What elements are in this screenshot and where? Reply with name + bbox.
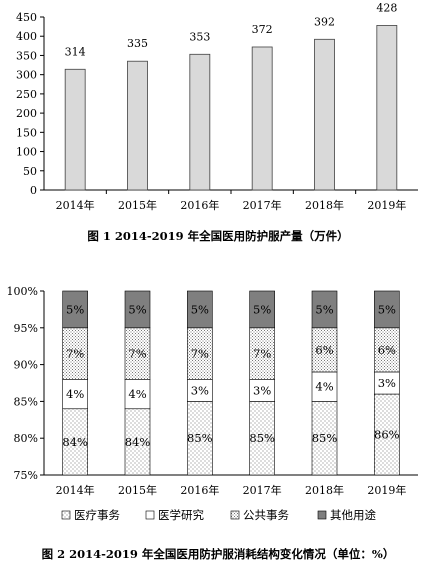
segment-label: 5%: [378, 302, 396, 316]
segment-label: 84%: [125, 435, 151, 449]
stack-segment: [311, 371, 338, 402]
x-tick-label: 2017年: [243, 483, 282, 497]
stack-segment: [311, 290, 338, 329]
production-chart-svg: 0 50 100 150 200 250 300 350 400 450 314 2014年 335 20…: [16, 1, 418, 212]
y-tick-label: 80%: [14, 432, 38, 445]
data-label: 314: [65, 45, 86, 58]
x-tick-label: 2014年: [56, 198, 95, 212]
bar: [376, 25, 398, 191]
y-tick-label: 450: [16, 11, 37, 24]
legend-swatch: [145, 510, 155, 520]
legend-label: 医疗事务: [74, 508, 120, 522]
stack-segment: [311, 327, 338, 373]
segment-label: 5%: [253, 302, 271, 316]
segment-label: 7%: [66, 347, 84, 361]
legend-swatch: [230, 510, 240, 520]
x-tick-label: 2018年: [305, 483, 344, 497]
bar: [251, 46, 273, 191]
segment-label: 7%: [128, 347, 146, 361]
y-tick-label: 200: [16, 107, 37, 120]
y-tick-label: 85%: [14, 395, 38, 408]
segment-label: 84%: [62, 435, 88, 449]
segment-label: 5%: [191, 302, 209, 316]
data-label: 392: [314, 15, 335, 28]
x-tick-label: 2014年: [56, 483, 95, 497]
segment-label: 86%: [374, 428, 400, 442]
y-tick-label: 100: [16, 146, 37, 159]
legend-label: 其他用途: [330, 508, 376, 522]
y-tick-label: 400: [16, 30, 37, 43]
consumption-structure-svg: 75% 80% 85% 90% 95% 100% 84% 4% 7% 5% 2014年 84% 4% 7%…: [7, 285, 418, 522]
legend-label: 公共事务: [243, 508, 289, 522]
stack-segment: [124, 290, 151, 329]
stack-segment: [187, 401, 213, 476]
x-tick-label: 2016年: [180, 198, 219, 212]
stack-segment: [249, 401, 275, 476]
stack-segment: [249, 290, 275, 329]
legend-swatch: [317, 510, 327, 520]
segment-label: 6%: [378, 343, 396, 357]
data-label: 372: [252, 23, 273, 36]
stack-segment: [374, 393, 400, 476]
segment-label: 3%: [253, 383, 271, 397]
x-tick-label: 2019年: [367, 483, 406, 497]
data-label: 428: [376, 1, 397, 14]
y-tick-label: 350: [16, 49, 37, 62]
stack-segment: [374, 290, 400, 329]
stack-segment: [62, 379, 88, 410]
y-tick-label: 150: [16, 126, 37, 139]
x-tick-label: 2016年: [180, 483, 219, 497]
segment-label: 4%: [315, 380, 333, 394]
y-tick-label: 0: [30, 184, 37, 197]
segment-label: 85%: [312, 431, 338, 445]
segment-label: 85%: [249, 431, 275, 445]
segment-label: 7%: [191, 347, 209, 361]
y-tick-label: 300: [16, 69, 37, 82]
segment-label: 7%: [253, 347, 271, 361]
segment-label: 5%: [315, 302, 333, 316]
chart1-caption: 图 1 2014-2019 年全国医用防护服产量（万件）: [87, 229, 349, 243]
segment-label: 6%: [315, 343, 333, 357]
bar: [127, 60, 148, 191]
y-tick-label: 250: [16, 88, 37, 101]
stack-segment: [311, 401, 338, 476]
legend-swatch: [61, 510, 71, 520]
x-tick-label: 2018年: [305, 198, 344, 212]
y-tick-label: 90%: [14, 359, 38, 372]
production-chart: 0 50 100 150 200 250 300 350 400 450 314 2014年 335 20…: [0, 0, 436, 250]
stack-segment: [249, 327, 275, 380]
segment-label: 5%: [128, 302, 146, 316]
stack-segment: [62, 327, 88, 380]
stack-segment: [374, 327, 400, 373]
x-tick-label: 2015年: [118, 198, 157, 212]
y-tick-label: 50: [23, 165, 37, 178]
stack-segment: [62, 290, 88, 329]
data-label: 335: [127, 37, 148, 50]
chart2-caption: 图 2 2014-2019 年全国医用防护服消耗结构变化情况（单位：%）: [41, 547, 395, 561]
segment-label: 5%: [66, 302, 84, 316]
bar: [314, 38, 335, 191]
stack-segment: [187, 327, 213, 380]
consumption-structure-chart: 75% 80% 85% 90% 95% 100% 84% 4% 7% 5% 2014年 84% 4% 7%…: [0, 276, 436, 564]
stack-segment: [124, 408, 151, 476]
segment-label: 85%: [187, 431, 213, 445]
legend-label: 医学研究: [158, 508, 204, 522]
x-tick-label: 2015年: [118, 483, 157, 497]
bar: [189, 53, 211, 191]
segment-label: 4%: [66, 387, 84, 401]
y-tick-label: 100%: [7, 285, 38, 298]
bar: [64, 68, 86, 191]
x-tick-label: 2017年: [243, 198, 282, 212]
y-tick-label: 75%: [14, 469, 38, 482]
segment-label: 3%: [378, 376, 396, 390]
x-tick-label: 2019年: [367, 198, 406, 212]
segment-label: 4%: [128, 387, 146, 401]
segment-label: 3%: [191, 383, 209, 397]
y-tick-label: 95%: [14, 322, 38, 335]
stack-segment: [124, 327, 151, 380]
stack-segment: [187, 290, 213, 329]
data-label: 353: [189, 30, 210, 43]
